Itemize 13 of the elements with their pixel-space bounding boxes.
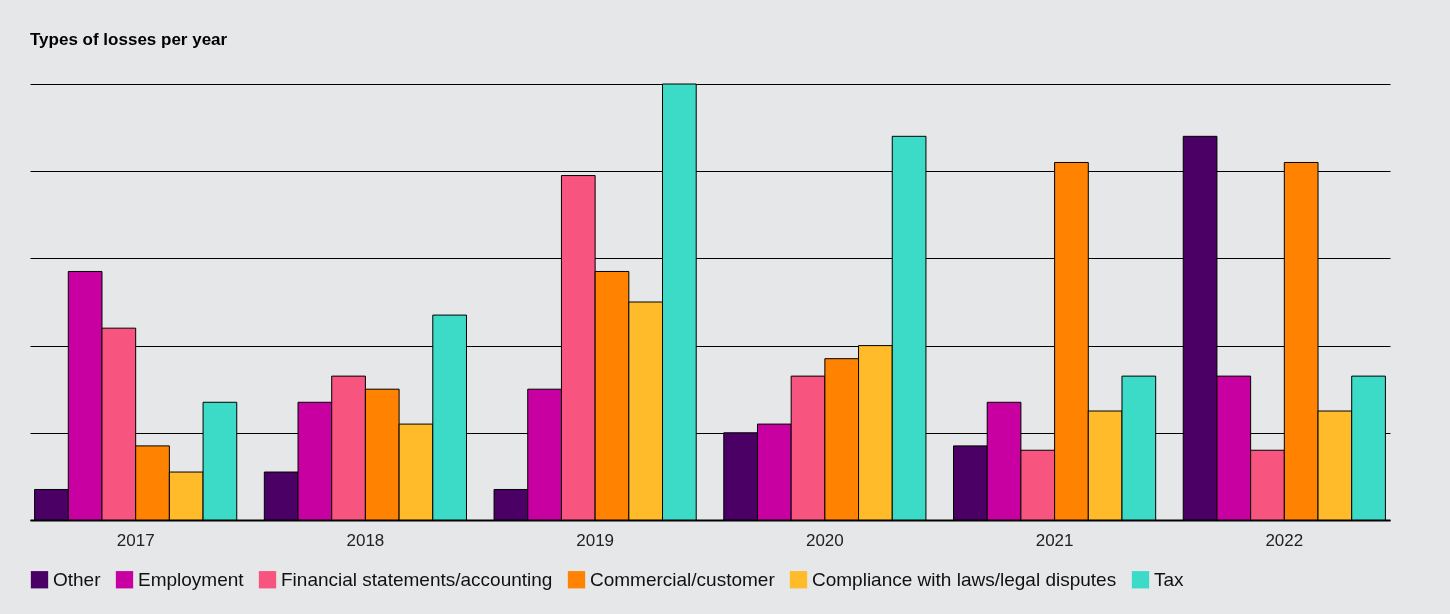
legend-label: Tax: [1154, 568, 1185, 590]
legend-label: Other: [53, 568, 102, 590]
x-tick-label: 2020: [805, 530, 844, 550]
x-tick-label: 2018: [346, 530, 385, 550]
x-tick-label: 2017: [116, 530, 155, 550]
x-tick-label: 2022: [1265, 530, 1304, 550]
legend-label: Employment: [138, 568, 245, 590]
x-tick-label: 2021: [1035, 530, 1074, 550]
legend-label: Financial statements/accounting: [281, 568, 553, 590]
legend-label: Compliance with laws/legal disputes: [812, 568, 1117, 590]
chart-title: Types of losses per year: [30, 29, 228, 49]
legend-label: Commercial/customer: [590, 568, 776, 590]
x-tick-label: 2019: [576, 530, 615, 550]
